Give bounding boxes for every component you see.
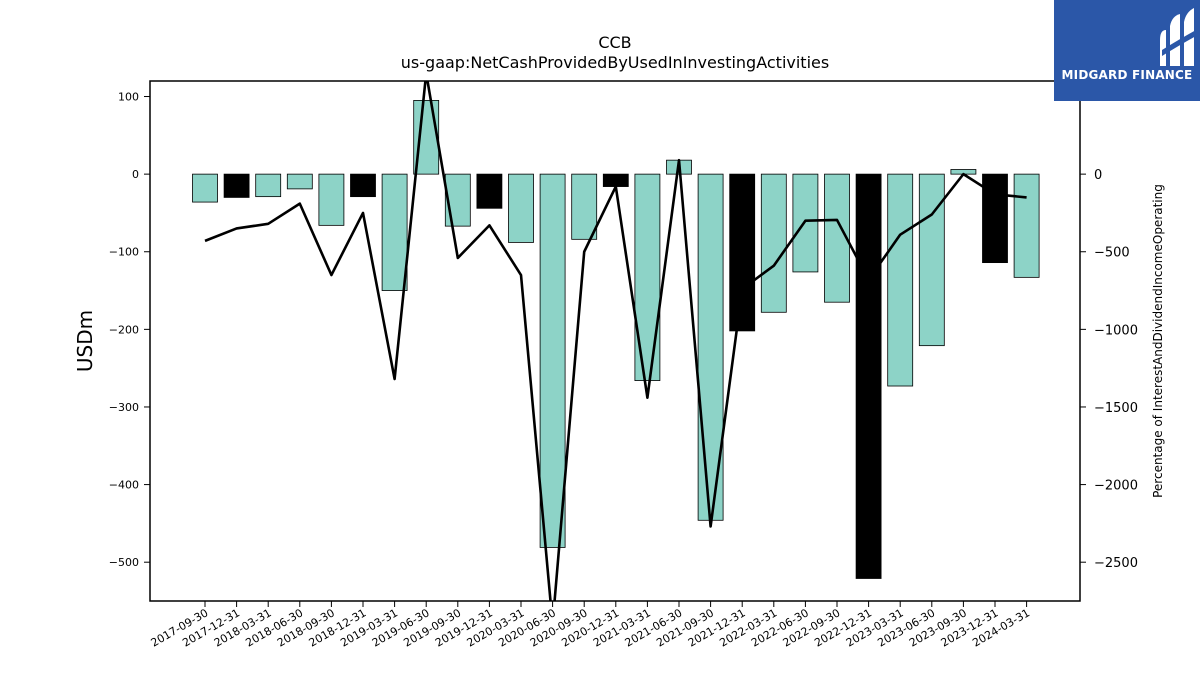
bar-2023-03-31 — [887, 173, 914, 387]
bar-2018-03-31 — [255, 173, 282, 198]
y-tick-label: 0 — [132, 168, 139, 181]
bar-2020-06-30 — [539, 173, 566, 548]
bar-2022-03-31 — [760, 173, 787, 313]
y-tick-label: −300 — [109, 401, 139, 414]
chart-title: CCB — [598, 33, 631, 52]
bar-2018-12-31 — [350, 173, 376, 198]
y-tick-label: −500 — [109, 556, 139, 569]
bar-2020-03-31 — [508, 173, 534, 243]
y-tick-label: −400 — [109, 479, 139, 492]
y-tick-label: 100 — [118, 91, 139, 104]
bar-2024-03-31 — [1013, 173, 1040, 278]
plot-area: 100 0 −100 −200 −300 −400 −500 0 −500 −1000 −1500 −… — [109, 80, 1138, 650]
chart-subtitle: us-gaap:NetCashProvidedByUsedInInvesting… — [401, 53, 829, 72]
bar-2019-12-31 — [476, 173, 503, 209]
bar-2019-03-31 — [381, 173, 408, 291]
bar-2018-06-30 — [286, 173, 313, 190]
y2-axis-label: Percentage of InterestAndDividendIncomeO… — [1151, 184, 1165, 498]
y-tick-label: −200 — [109, 323, 139, 336]
axes-frame — [149, 80, 1081, 602]
y2-tick-label: −1000 — [1094, 323, 1138, 338]
bar-2019-09-30 — [444, 173, 471, 227]
y-tick-label: −100 — [109, 246, 139, 259]
bar-2021-12-31 — [729, 173, 756, 332]
bar-2022-06-30 — [792, 173, 819, 273]
y2-tick-label: −1500 — [1094, 401, 1138, 416]
bar-2022-12-31 — [855, 173, 882, 579]
bar-2020-12-31 — [602, 173, 629, 187]
y2-tick-label: −2500 — [1094, 556, 1138, 571]
y2-tick-label: −2000 — [1094, 479, 1138, 494]
brand-logo: MIDGARD FINANCE — [1054, 0, 1200, 101]
bar-2023-06-30 — [918, 173, 945, 347]
y-axis-label: USDm — [73, 310, 97, 372]
bar-2023-12-31 — [982, 173, 1008, 264]
bar-2021-03-31 — [634, 173, 661, 381]
y2-tick-label: −500 — [1094, 246, 1130, 261]
bar-2020-09-30 — [571, 173, 598, 240]
logo-text: MIDGARD FINANCE — [1061, 68, 1193, 82]
y2-tick-label: 0 — [1094, 168, 1102, 183]
line-series — [204, 81, 1027, 601]
bar-2017-09-30 — [192, 173, 218, 203]
plot-series — [192, 81, 1040, 601]
bar-2018-09-30 — [318, 173, 345, 226]
bar-2017-12-31 — [223, 173, 250, 198]
midgard-logo-icon — [1160, 8, 1196, 66]
